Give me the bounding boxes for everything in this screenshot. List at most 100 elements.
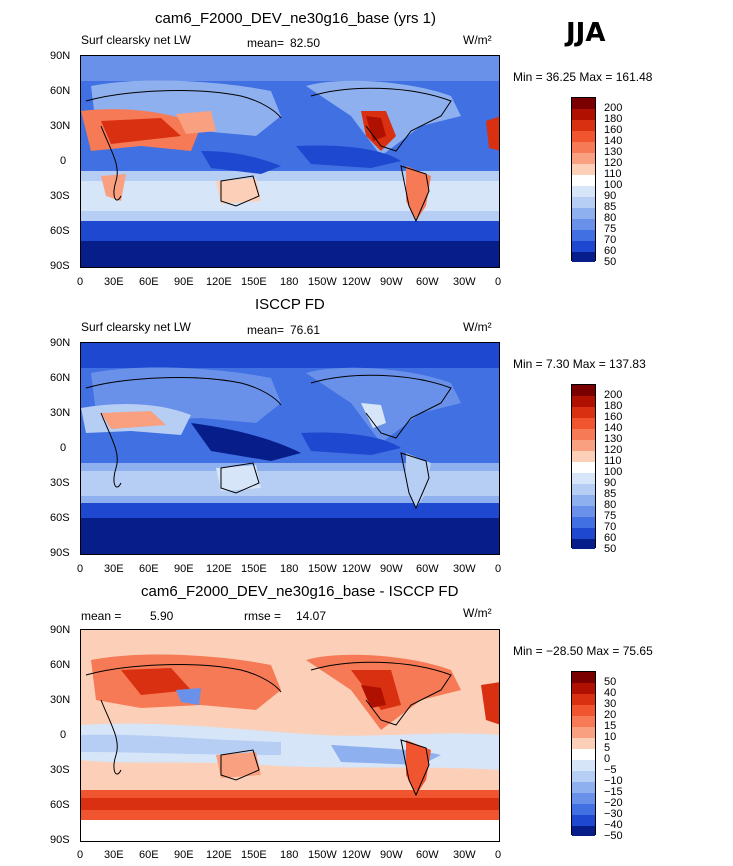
lon-tick: 60E — [139, 276, 159, 288]
lon-tick: 90E — [174, 849, 194, 861]
panel3-units: W/m² — [463, 606, 492, 620]
lat-tick: 60N — [50, 372, 71, 384]
colorbar-label: 200 — [604, 389, 623, 401]
lon-tick: 120E — [206, 276, 232, 288]
panel1-mean-label: mean= — [247, 36, 285, 50]
lon-tick: 120W — [342, 849, 371, 861]
colorbar-label: 40 — [604, 687, 617, 699]
colorbar-label: −10 — [604, 775, 623, 787]
panel1-variable-label: Surf clearsky net LW — [81, 33, 191, 47]
panel1-minmax: Min = 36.25 Max = 161.48 — [513, 70, 653, 84]
colorbar-label: 90 — [604, 477, 617, 489]
colorbar-label: 110 — [604, 455, 622, 467]
colorbar-label: 100 — [604, 466, 623, 478]
colorbar-label: −15 — [604, 786, 623, 798]
panel2-map-svg — [81, 343, 499, 554]
lon-tick: 0 — [495, 563, 502, 575]
lon-tick: 150E — [241, 563, 267, 575]
colorbar-label: 70 — [604, 521, 617, 533]
colorbar-label: 85 — [604, 201, 617, 213]
lon-tick: 150W — [308, 849, 337, 861]
lat-tick: 30N — [50, 120, 71, 132]
lat-tick: 0 — [60, 442, 67, 454]
colorbar-label: 50 — [604, 543, 617, 555]
lon-tick: 30W — [453, 563, 476, 575]
panel2-map — [80, 342, 500, 555]
panel1-map — [80, 55, 500, 268]
colorbar-label: 80 — [604, 499, 617, 511]
colorbar-label: 140 — [604, 422, 623, 434]
colorbar-label: 20 — [604, 709, 617, 721]
panel3-mean-value: 5.90 — [150, 609, 174, 623]
colorbar-label: 100 — [604, 179, 623, 191]
colorbar-label: −30 — [604, 808, 623, 820]
panel3-colorbar — [571, 671, 596, 836]
lon-tick: 0 — [77, 849, 84, 861]
colorbar-label: −5 — [604, 764, 617, 776]
panel2-variable-label: Surf clearsky net LW — [81, 320, 191, 334]
colorbar-label: 5 — [604, 742, 611, 754]
lon-tick: 90E — [174, 276, 194, 288]
colorbar-label: 10 — [604, 731, 617, 743]
lon-tick: 90E — [174, 563, 194, 575]
colorbar-label: 130 — [604, 433, 623, 445]
lat-tick: 30N — [50, 694, 71, 706]
lon-tick: 30E — [104, 849, 124, 861]
colorbar-label: 130 — [604, 146, 623, 158]
lon-tick: 180 — [280, 563, 299, 575]
lat-tick: 0 — [60, 155, 67, 167]
colorbar-label: 50 — [604, 256, 617, 268]
lon-tick: 90W — [380, 849, 403, 861]
panel1-units: W/m² — [463, 33, 492, 47]
colorbar-label: 75 — [604, 223, 617, 235]
lon-tick: 0 — [495, 849, 502, 861]
lon-tick: 0 — [77, 563, 84, 575]
panel3-title: cam6_F2000_DEV_ne30g16_base - ISCCP FD — [141, 583, 459, 600]
lon-tick: 30W — [453, 276, 476, 288]
lon-tick: 150W — [308, 563, 337, 575]
colorbar-label: 70 — [604, 234, 617, 246]
panel2-title: ISCCP FD — [255, 296, 325, 313]
lon-tick: 90W — [380, 276, 403, 288]
lon-tick: 60E — [139, 849, 159, 861]
lon-tick: 60E — [139, 563, 159, 575]
colorbar-label: −50 — [604, 830, 623, 842]
lat-tick: 30S — [50, 190, 70, 202]
lat-tick: 60S — [50, 799, 70, 811]
colorbar-label: 85 — [604, 488, 617, 500]
lon-tick: 150E — [241, 849, 267, 861]
panel3-mean-label: mean = — [81, 609, 122, 623]
lon-tick: 90W — [380, 563, 403, 575]
lat-tick: 30N — [50, 407, 71, 419]
lon-tick: 0 — [495, 276, 502, 288]
lon-tick: 0 — [77, 276, 84, 288]
lat-tick: 90N — [50, 624, 71, 636]
panel2-units: W/m² — [463, 320, 492, 334]
lat-tick: 30S — [50, 477, 70, 489]
panel2-mean-value: 76.61 — [290, 323, 321, 337]
lat-tick: 0 — [60, 729, 67, 741]
lon-tick: 150E — [241, 276, 267, 288]
panel2-minmax: Min = 7.30 Max = 137.83 — [513, 357, 646, 371]
lon-tick: 60W — [416, 849, 439, 861]
colorbar-label: 15 — [604, 720, 617, 732]
colorbar-label: 110 — [604, 168, 622, 180]
lat-tick: 90S — [50, 260, 70, 272]
colorbar-label: 60 — [604, 245, 617, 257]
panel2-colorbar — [571, 384, 596, 549]
lon-tick: 180 — [280, 849, 299, 861]
panel1-colorbar — [571, 97, 596, 262]
panel3-minmax: Min = −28.50 Max = 75.65 — [513, 644, 653, 658]
colorbar-label: 60 — [604, 532, 617, 544]
colorbar-label: 75 — [604, 510, 617, 522]
colorbar-label: 140 — [604, 135, 623, 147]
lon-tick: 120W — [342, 276, 371, 288]
lat-tick: 30S — [50, 764, 70, 776]
lon-tick: 120W — [342, 563, 371, 575]
colorbar-label: 90 — [604, 190, 617, 202]
lon-tick: 30E — [104, 563, 124, 575]
panel1-title: cam6_F2000_DEV_ne30g16_base (yrs 1) — [155, 10, 437, 27]
lon-tick: 60W — [416, 563, 439, 575]
lat-tick: 60N — [50, 659, 71, 671]
colorbar-label: 80 — [604, 212, 617, 224]
